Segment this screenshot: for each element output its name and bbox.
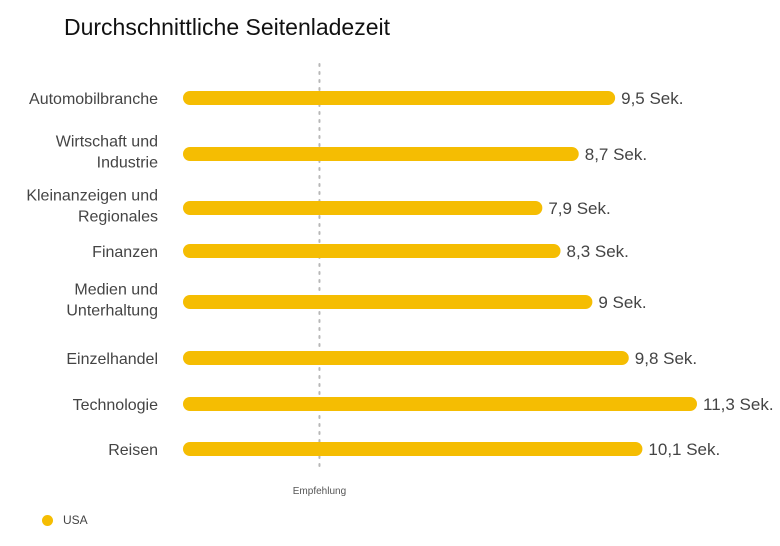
chart-title: Durchschnittliche Seitenladezeit [64,14,391,40]
value-label: 8,3 Sek. [567,242,629,261]
value-label: 8,7 Sek. [585,145,647,164]
value-label: 9,5 Sek. [621,89,683,108]
category-label: Kleinanzeigen und Regionales [26,188,158,226]
category-label: Wirtschaft und Industrie [56,134,158,172]
value-label: 11,3 Sek. [703,395,774,414]
legend-label-usa: USA [63,513,88,527]
category-label: Einzelhandel [66,351,158,368]
bar [183,442,643,456]
value-label: 9 Sek. [598,293,646,312]
category-label: Medien und Unterhaltung [66,282,158,320]
bar [183,244,561,258]
bar [183,147,579,161]
bar [183,295,593,309]
bar-chart: Empfehlung Automobilbranche 9,5 Sek. Wirtsc… [26,63,774,497]
bar [183,397,697,411]
reference-line-label: Empfehlung [293,486,346,497]
category-label: Automobilbranche [29,91,158,108]
category-label: Finanzen [92,244,158,261]
category-label: Technologie [73,397,159,414]
legend: USA [42,513,88,527]
value-label: 7,9 Sek. [548,199,610,218]
bar [183,351,629,365]
bar [183,91,616,105]
value-label: 9,8 Sek. [635,349,697,368]
bar [183,201,543,215]
legend-swatch-usa [42,514,53,526]
category-label: Reisen [108,442,158,459]
value-label: 10,1 Sek. [648,440,720,459]
